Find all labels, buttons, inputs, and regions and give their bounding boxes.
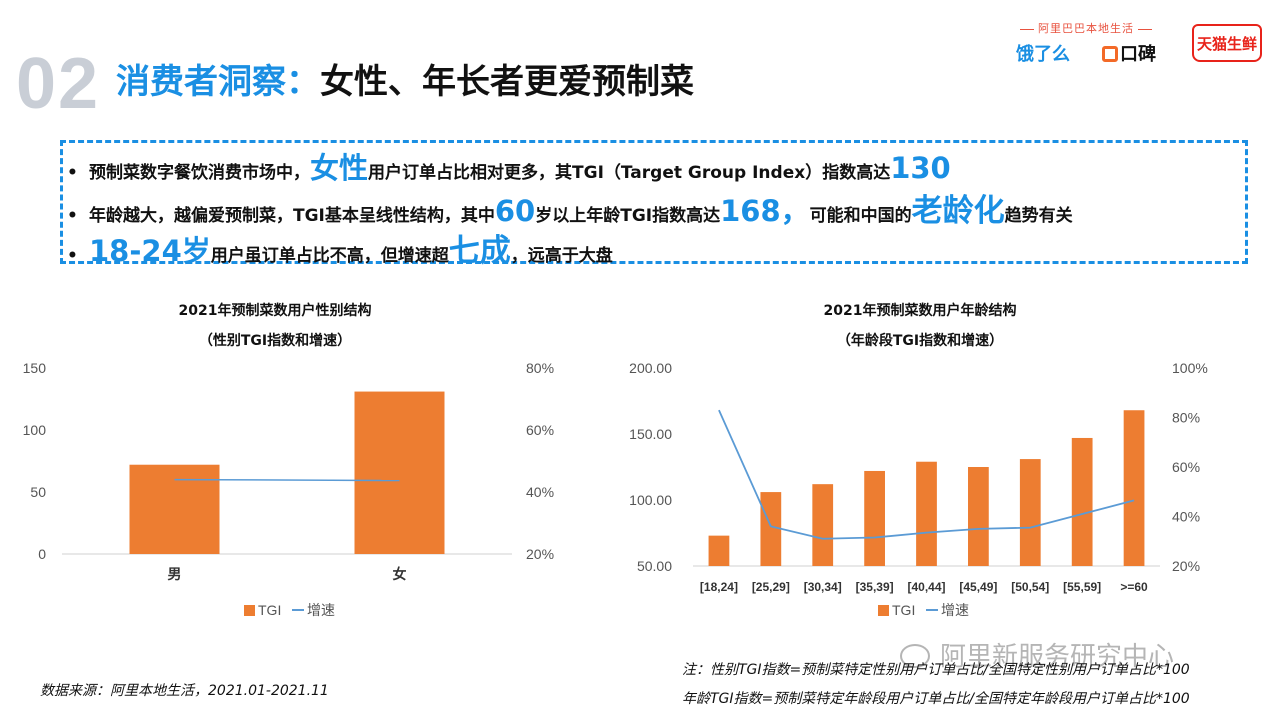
tmall-fresh-logo-text: 天猫生鲜 <box>1196 34 1257 53</box>
bullet-3-highlight-age: 18-24岁 <box>89 234 211 268</box>
age-bar-tgi <box>708 535 730 566</box>
wechat-icon <box>900 644 930 668</box>
koubei-logo: 口碑 <box>1102 40 1156 66</box>
age-y-left-tick-label: 100.00 <box>629 492 672 508</box>
tmall-fresh-logo: 天猫生鲜 <box>1192 24 1262 62</box>
bullet-2-highlight-168: 168， <box>720 194 810 228</box>
data-source: 数据来源：阿里本地生活，2021.01-2021.11 <box>40 683 329 699</box>
age-y-left-tick-label: 150.00 <box>629 426 672 442</box>
bullet-2-text-a: 年龄越大，越偏爱预制菜，TGI基本呈线性结构，其中 <box>89 206 495 226</box>
gender-bar-tgi <box>129 464 220 554</box>
gender-y-left-tick-label: 100 <box>23 422 47 438</box>
koubei-icon <box>1102 46 1118 62</box>
age-x-tick-label: [50,54] <box>1011 580 1049 594</box>
age-x-tick-label: [18,24] <box>700 580 738 594</box>
note-gender-tgi: 注：性别TGI指数=预制菜特定性别用户订单占比/全国特定性别用户订单占比*100 <box>682 662 1190 678</box>
gender-legend-swatch-tgi <box>244 605 255 616</box>
gender-line-growth <box>174 478 400 482</box>
bullet-3-text-d: ，远高于大盘 <box>510 246 613 266</box>
age-x-tick-label: [35,39] <box>856 580 894 594</box>
summary-bullet-1: • 预制菜数字餐饮消费市场中，女性用户订单占比相对更多，其TGI（Target G… <box>67 145 951 187</box>
gender-y-left-tick-label: 150 <box>23 360 47 376</box>
age-chart-subtitle: （年龄段TGI指数和增速） <box>836 333 1004 349</box>
eleme-logo-text: 饿了么 <box>1016 44 1070 65</box>
age-y-right-tick-label: 80% <box>1172 410 1200 426</box>
section-number: 02 <box>16 44 101 124</box>
age-y-right-tick-label: 100% <box>1172 360 1208 376</box>
age-y-right-tick-label: 60% <box>1172 459 1200 475</box>
age-legend-label-growth: 增速 <box>941 602 969 618</box>
watermark-text: 阿里新服务研究中心 <box>940 642 1175 672</box>
age-x-tick-label: [55,59] <box>1063 580 1101 594</box>
age-bar-tgi <box>1071 437 1093 566</box>
bullet-dot: • <box>67 246 78 266</box>
age-bar-tgi <box>968 467 989 566</box>
bullet-2-text-g: 趋势有关 <box>1004 206 1073 226</box>
eleme-logo: 饿了么 <box>1016 40 1070 66</box>
age-x-tick-label: [45,49] <box>959 580 997 594</box>
bullet-2-text-c: 岁以上年龄TGI指数高达 <box>535 206 721 226</box>
bullet-1-text-c: 用户订单占比相对更多，其TGI（Target Group Index）指数高达 <box>368 163 891 183</box>
page-title: 消费者洞察：女性、年长者更爱预制菜 <box>116 62 694 103</box>
gender-chart-subtitle: （性别TGI指数和增速） <box>198 333 352 349</box>
bullet-1-text-a: 预制菜数字餐饮消费市场中， <box>89 163 310 183</box>
bullet-1-highlight-female: 女性 <box>310 151 369 185</box>
gender-bar-tgi <box>354 391 445 554</box>
gender-y-left-tick-label: 0 <box>38 546 46 562</box>
age-y-right-tick-label: 40% <box>1172 509 1200 525</box>
gender-y-right-tick-label: 20% <box>526 546 554 562</box>
age-y-left-tick-label: 200.00 <box>629 360 672 376</box>
gender-y-right-tick-label: 80% <box>526 360 554 376</box>
brand-tagline: 阿里巴巴本地生活 <box>1016 20 1156 36</box>
age-legend-label-tgi: TGI <box>892 602 915 618</box>
gender-y-right-tick-label: 40% <box>526 484 554 500</box>
bullet-2-highlight-60: 60 <box>494 194 536 228</box>
page-title-main: 女性、年长者更爱预制菜 <box>320 62 694 102</box>
age-x-tick-label: [30,34] <box>804 580 842 594</box>
gender-x-tick-label: 男 <box>168 566 182 582</box>
age-x-tick-label: >=60 <box>1120 580 1148 594</box>
bullet-3-text-b: 用户虽订单占比不高，但增速超 <box>210 246 449 266</box>
summary-bullet-3: • 18-24岁用户虽订单占比不高，但增速超七成，远高于大盘 <box>67 225 613 270</box>
age-bar-tgi <box>864 470 885 566</box>
gender-chart-title: 2021年预制菜数用户性别结构 <box>178 303 372 319</box>
summary-box: • 预制菜数字餐饮消费市场中，女性用户订单占比相对更多，其TGI（Target G… <box>60 140 1248 269</box>
gender-legend-label-growth: 增速 <box>307 602 335 618</box>
age-chart: 50.00 100.00 150.00 200.00 20% 40% 60% 80% 100% [… <box>629 360 1208 618</box>
age-chart-title: 2021年预制菜数用户年龄结构 <box>823 303 1017 319</box>
bullet-1-highlight-130: 130 <box>890 151 951 185</box>
age-legend-swatch-tgi <box>878 605 889 616</box>
bullet-dot: • <box>67 206 78 226</box>
note-age-tgi: 年龄TGI指数=预制菜特定年龄段用户订单占比/全国特定年龄段用户订单占比*100 <box>682 691 1190 707</box>
age-bar-tgi <box>916 461 937 566</box>
age-y-left-tick-label: 50.00 <box>637 558 672 574</box>
watermark: 阿里新服务研究中心 <box>900 636 1174 673</box>
gender-chart: 0 50 100 150 20% 40% 60% 80% 男 女 TGI 增速 <box>23 360 554 618</box>
bullet-dot: • <box>67 163 78 183</box>
summary-bullet-2: • 年龄越大，越偏爱预制菜，TGI基本呈线性结构，其中60岁以上年龄TGI指数高达… <box>67 185 1073 230</box>
bullet-3-highlight-seventy: 七成 <box>448 233 511 269</box>
age-line-growth <box>718 409 1135 540</box>
age-bar-tgi <box>812 484 834 566</box>
age-bar-tgi <box>760 492 782 566</box>
age-y-right-tick-label: 20% <box>1172 558 1200 574</box>
koubei-logo-text: 口碑 <box>1120 44 1156 65</box>
age-x-tick-label: [40,44] <box>907 580 945 594</box>
gender-x-tick-label: 女 <box>393 566 407 582</box>
gender-legend-label-tgi: TGI <box>258 602 281 618</box>
age-bar-tgi <box>1019 459 1041 566</box>
gender-y-right-tick-label: 60% <box>526 422 554 438</box>
age-x-tick-label: [25,29] <box>752 580 790 594</box>
gender-y-left-tick-label: 50 <box>30 484 46 500</box>
bullet-2-highlight-aging: 老龄化 <box>911 193 1005 229</box>
age-bar-tgi <box>1123 410 1145 566</box>
page-title-prefix: 消费者洞察： <box>116 62 320 102</box>
bullet-2-text-e: 可能和中国的 <box>809 206 912 226</box>
